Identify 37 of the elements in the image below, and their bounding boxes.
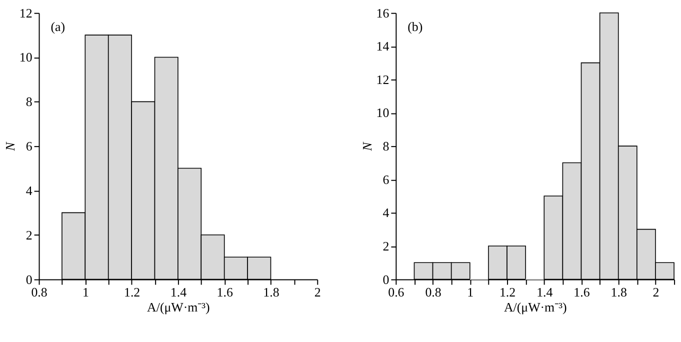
y-tick-label: 8 <box>382 138 390 154</box>
annotation: (a) <box>50 18 66 34</box>
y-tick-label: 10 <box>19 50 32 65</box>
x-tick-label: 1.8 <box>263 284 280 300</box>
y-tick-label: 12 <box>19 5 32 20</box>
y-tick-label: 0 <box>26 272 32 287</box>
x-tick-label: 1.2 <box>499 284 516 300</box>
y-tick-label: 4 <box>26 182 33 198</box>
x-tick-label: 1.8 <box>610 284 627 300</box>
y-tick-label: 4 <box>382 205 390 220</box>
x-tick-label: 1 <box>467 284 474 300</box>
y-tick-label: 2 <box>382 238 390 254</box>
y-tick-label: 8 <box>26 94 32 110</box>
y-tick-label: 14 <box>376 38 390 54</box>
y-tick-label: 6 <box>26 138 33 154</box>
x-tick-label: 1.6 <box>216 284 234 300</box>
x-tick-label: 1.2 <box>124 284 140 300</box>
x-tick-label: 0.8 <box>425 284 442 300</box>
x-axis-title: A/(μW·m⁻³) <box>147 300 210 315</box>
x-tick-label: 1.6 <box>574 284 590 300</box>
y-tick-label: 16 <box>376 5 390 20</box>
y-tick-label: 2 <box>26 227 32 242</box>
annotation: (b) <box>408 18 423 34</box>
x-tick-label: 1.4 <box>170 284 188 300</box>
y-axis-title: N <box>2 140 18 152</box>
x-tick-label: 1 <box>82 284 89 300</box>
y-tick-label: 6 <box>382 172 390 187</box>
x-tick-label: 0.8 <box>31 284 48 300</box>
y-tick-label: 10 <box>376 105 390 120</box>
y-tick-label: 0 <box>382 272 390 287</box>
y-axis-title: N <box>359 140 374 152</box>
x-tick-label: 0.6 <box>388 284 405 300</box>
x-tick-label: 2 <box>652 284 660 300</box>
x-tick-label: 2 <box>314 284 321 300</box>
y-tick-label: 12 <box>376 72 390 87</box>
x-axis-title: A/(μW·m⁻³) <box>504 300 567 315</box>
x-tick-label: 1.4 <box>536 284 554 300</box>
